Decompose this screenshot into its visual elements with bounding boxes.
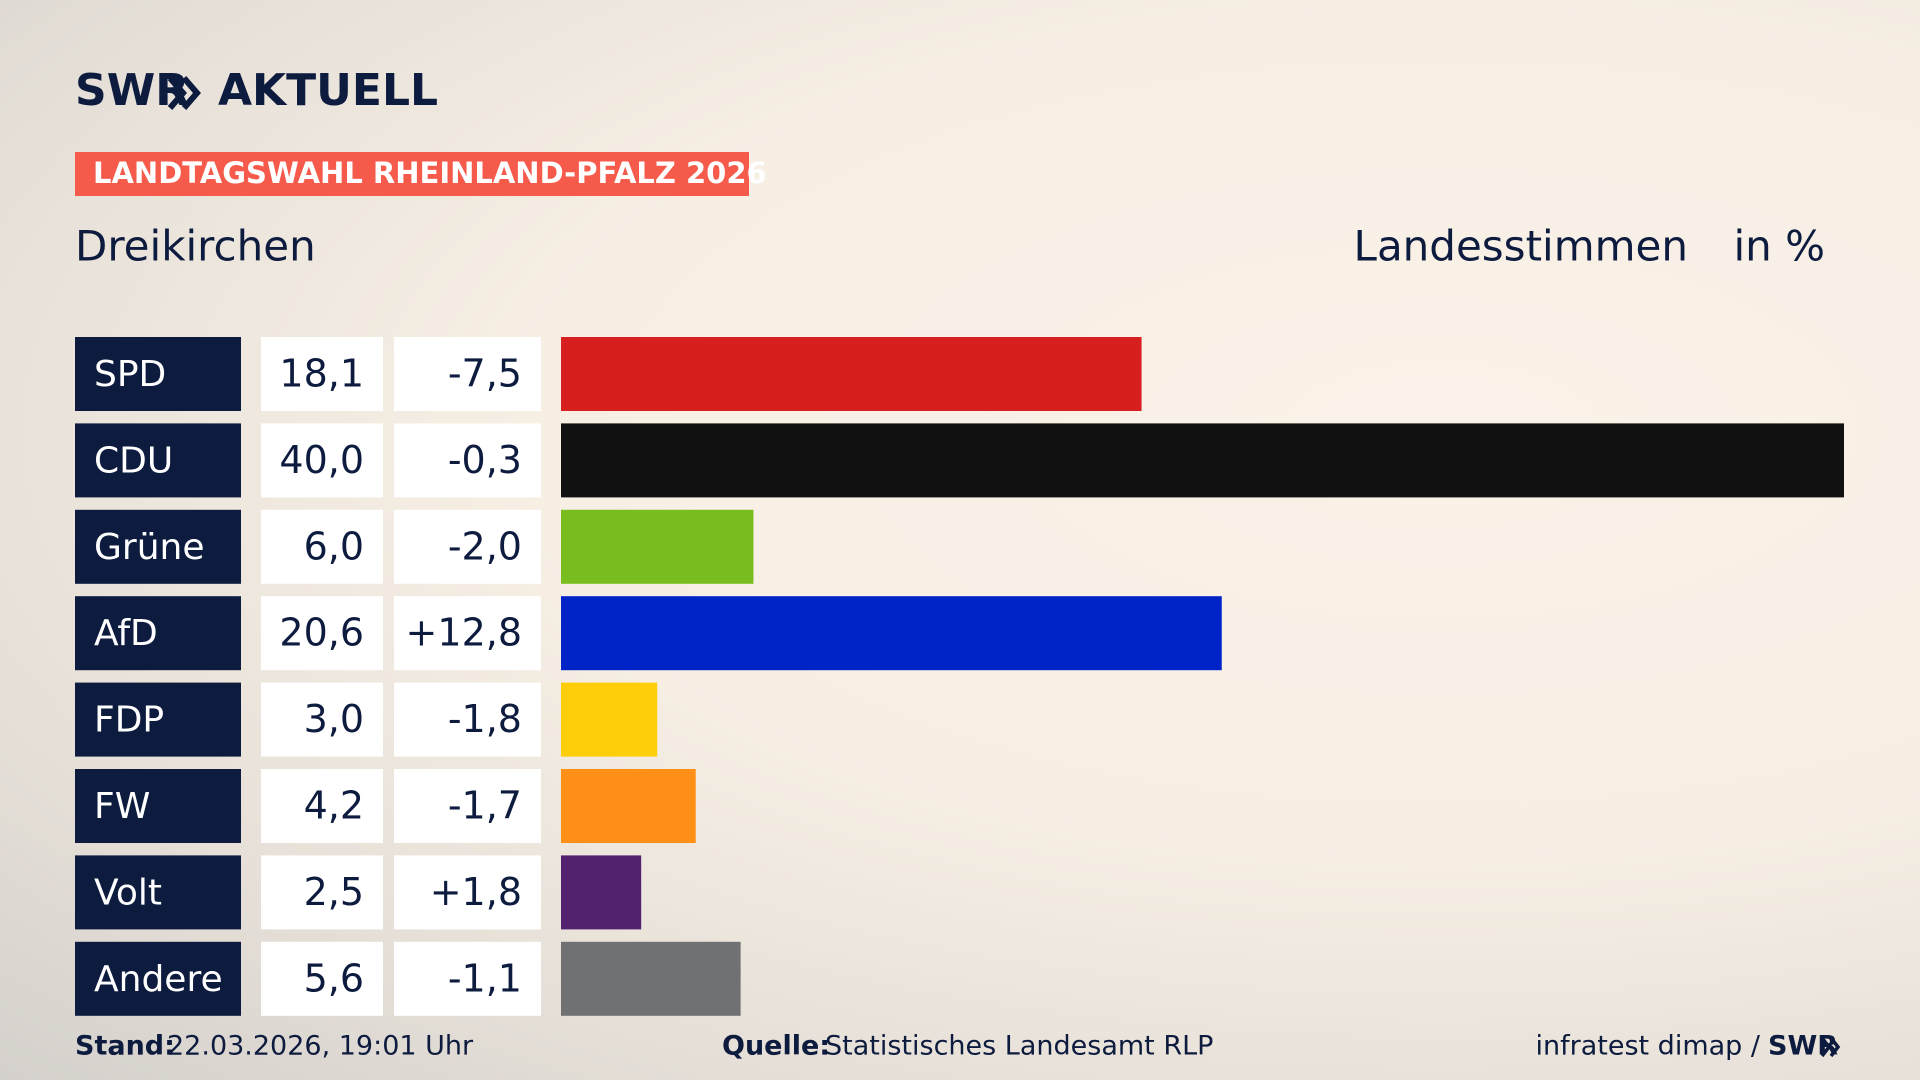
bar [561,337,1142,411]
change-label: -2,0 [448,524,522,568]
footer: Stand: 22.03.2026, 19:01 Uhr Quelle: Sta… [75,1031,1841,1062]
change-label: -1,7 [448,784,522,828]
stand: 22.03.2026, 19:01 Uhr [167,1031,474,1062]
party-box [75,509,241,584]
party-label: Grüne [94,527,204,568]
rows: SPD 18,1 -7,5 CDU 40,0 -0,3 Grüne 6,0 -2,0 AfD 20,… [75,337,1844,1016]
change-label: +12,8 [406,611,522,655]
value-box [261,682,383,757]
party-box [75,423,241,498]
brand-product: AKTUELL [218,65,438,116]
value-label: 40,0 [279,438,364,482]
change-box [394,509,541,584]
value-box [261,941,383,1016]
unit: in % [1733,222,1825,271]
bar [561,509,754,584]
value-box [261,596,383,671]
bar [561,596,1222,671]
change-box [394,855,541,930]
party-box [75,596,241,671]
value-box [261,509,383,584]
change-box [394,682,541,757]
credit: infratest dimap / [1535,1031,1760,1062]
value-box [261,855,383,930]
party-label: Volt [94,872,162,913]
credit-chevrons [1820,1036,1841,1058]
brand-chevrons [167,76,201,110]
subtitle: Landesstimmen [1354,222,1688,271]
change-label: +1,8 [430,870,522,914]
change-box [394,769,541,843]
value-box [261,769,383,843]
value-label: 6,0 [304,524,364,568]
chart-title: Dreikirchen [75,222,316,271]
value-label: 5,6 [304,956,364,1000]
party-label: Andere [94,959,223,1000]
value-box [261,337,383,411]
stand-label: Stand: [75,1031,175,1062]
party-label: CDU [94,440,173,481]
party-box [75,941,241,1016]
party-box [75,769,241,843]
party-label: AfD [94,613,158,654]
banner-bg [75,152,749,196]
banner: LANDTAGSWAHL RHEINLAND-PFALZ 2026 [93,156,767,190]
source: Statistisches Landesamt RLP [825,1031,1213,1062]
change-box [394,596,541,671]
party-label: FW [94,786,150,827]
bar [561,855,642,930]
change-box [394,423,541,498]
party-label: FDP [94,700,164,741]
value-label: 3,0 [304,697,364,741]
change-label: -7,5 [448,352,522,396]
value-label: 2,5 [304,870,364,914]
change-box [394,941,541,1016]
change-label: -1,1 [448,956,522,1000]
value-box [261,423,383,498]
value-label: 18,1 [279,352,364,396]
change-label: -0,3 [448,438,522,482]
change-box [394,337,541,411]
bar [561,769,696,843]
party-box [75,855,241,930]
value-label: 20,6 [279,611,364,655]
logo: SWR AKTUELL [75,65,438,116]
bar [561,941,741,1016]
value-label: 4,2 [304,784,364,828]
change-label: -1,8 [448,697,522,741]
party-box [75,337,241,411]
source-label: Quelle: [722,1031,830,1062]
party-label: SPD [94,354,166,395]
party-box [75,682,241,757]
bar [561,682,658,757]
bar [561,423,1844,498]
